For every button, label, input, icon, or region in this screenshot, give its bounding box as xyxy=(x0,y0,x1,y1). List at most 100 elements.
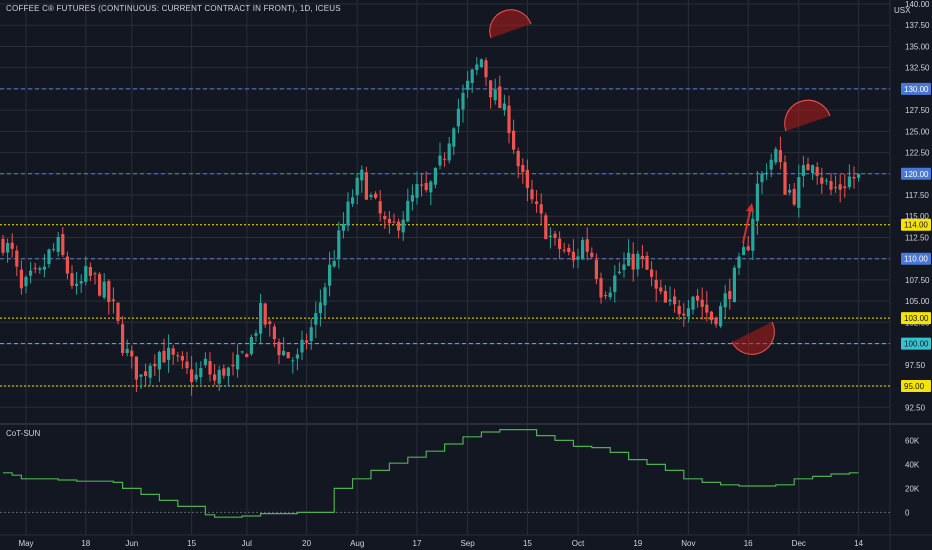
time-tick-label: 17 xyxy=(413,539,422,548)
time-tick-label: 18 xyxy=(81,539,90,548)
time-tick-label: Aug xyxy=(350,539,364,548)
candle-body xyxy=(479,59,483,68)
candle-body xyxy=(272,326,276,340)
candle-body xyxy=(144,371,148,376)
candle-body xyxy=(498,86,502,109)
level-price-label: 120.00 xyxy=(904,170,929,179)
candle-body xyxy=(677,305,681,315)
price-tick-label: 117.50 xyxy=(905,191,929,200)
candle-body xyxy=(24,276,28,287)
candle-body xyxy=(309,327,313,342)
candle-body xyxy=(277,342,281,356)
candle-body xyxy=(341,223,345,231)
candle-body xyxy=(420,184,424,186)
candle-body xyxy=(286,352,290,359)
time-axis[interactable]: May 18 Jun 15 Jul 20 Aug 17 Sep 15 Oct 19 Nov 16 Dec 14 xyxy=(18,539,863,548)
time-tick-label: May xyxy=(18,539,33,548)
candle-body xyxy=(613,275,617,292)
cot-tick-label: 0 xyxy=(905,508,910,517)
candle-body xyxy=(231,364,235,367)
candle-body xyxy=(654,279,658,289)
candle-body xyxy=(387,218,391,224)
candle-body xyxy=(742,247,746,256)
candle-body xyxy=(378,201,382,214)
time-tick-label: 19 xyxy=(633,539,642,548)
price-tick-label: 140.00 xyxy=(905,0,930,9)
candle-body xyxy=(811,165,815,174)
candle-body xyxy=(249,337,253,355)
arc-annotation-bottom xyxy=(731,321,775,355)
candle-body xyxy=(590,252,594,257)
candle-body xyxy=(700,299,704,307)
candle-body xyxy=(213,374,217,381)
candle-body xyxy=(305,340,309,343)
candle-body xyxy=(760,173,764,183)
candle-body xyxy=(778,150,782,163)
arrow-head-icon xyxy=(746,203,754,212)
candle-body xyxy=(125,348,129,354)
candle-body xyxy=(456,108,460,127)
candle-body xyxy=(438,155,442,166)
cot-tick-label: 60K xyxy=(905,436,920,445)
candle-body xyxy=(608,292,612,298)
candle-body xyxy=(314,313,318,325)
currency-label: USX xyxy=(894,6,911,15)
candle-body xyxy=(199,367,203,378)
chart-title: COFFEE C® FUTURES (CONTINUOUS: CURRENT C… xyxy=(6,4,341,13)
candle-body xyxy=(226,367,230,377)
candle-body xyxy=(493,89,497,101)
time-tick-label: Dec xyxy=(792,539,806,548)
candle-body xyxy=(268,321,272,325)
candle-body xyxy=(397,221,401,231)
candle-body xyxy=(806,163,810,171)
candle-body xyxy=(190,369,194,383)
candle-body xyxy=(162,350,166,363)
candle-body xyxy=(79,281,83,284)
candle-body xyxy=(475,64,479,70)
level-price-label: 103.00 xyxy=(904,314,929,323)
candle-body xyxy=(38,268,42,270)
level-price-label: 100.00 xyxy=(904,340,929,349)
arc-annotation-top xyxy=(489,9,532,39)
candle-body xyxy=(56,236,60,252)
candle-body xyxy=(19,269,23,289)
price-tick-label: 127.50 xyxy=(905,106,930,115)
candle-body xyxy=(484,60,488,78)
price-tick-label: 115.00 xyxy=(905,212,929,221)
candle-body xyxy=(351,197,355,204)
cot-indicator xyxy=(0,429,890,518)
candle-body xyxy=(116,302,120,321)
candle-body xyxy=(562,249,566,251)
candle-body xyxy=(1,238,5,253)
candle-body xyxy=(765,172,769,175)
time-tick-label: 20 xyxy=(302,539,311,548)
candle-body xyxy=(852,176,856,179)
candle-body xyxy=(121,324,125,353)
candle-body xyxy=(300,339,304,353)
candle-body xyxy=(737,256,741,268)
candle-body xyxy=(627,252,631,266)
candle-body xyxy=(470,69,474,84)
candle-body xyxy=(346,201,350,226)
candle-body xyxy=(42,266,46,270)
level-price-tag xyxy=(901,82,931,95)
price-tick-label: 132.50 xyxy=(905,64,930,73)
candle-body xyxy=(263,303,267,325)
candle-body xyxy=(65,256,69,274)
time-tick-label: Sep xyxy=(460,539,475,548)
candle-body xyxy=(815,167,819,176)
time-tick-label: Nov xyxy=(681,539,695,548)
candle-body xyxy=(622,264,626,270)
price-axis[interactable]: 140.00 137.50 135.00 132.50 130.00 127.50 125.… xyxy=(901,0,931,412)
candle-body xyxy=(581,240,585,259)
candle-body xyxy=(259,302,263,334)
candle-body xyxy=(452,128,456,147)
candle-body xyxy=(180,355,184,361)
candle-body xyxy=(47,249,51,265)
candle-body xyxy=(838,184,842,190)
candle-body xyxy=(194,374,198,380)
candle-body xyxy=(604,295,608,297)
indicator-label[interactable]: CoT-SUN xyxy=(6,429,41,438)
candle-body xyxy=(530,189,534,200)
